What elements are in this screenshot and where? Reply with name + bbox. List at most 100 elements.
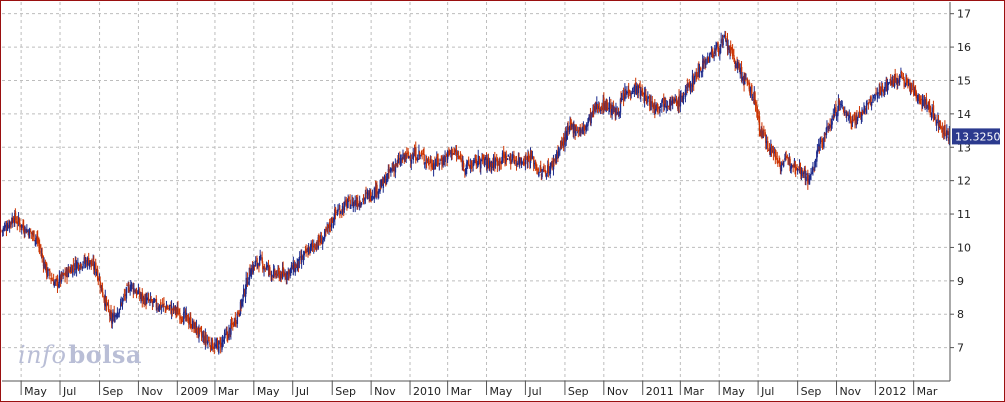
candle-body: [190, 317, 192, 328]
candle-body: [448, 149, 451, 154]
candle-body: [3, 225, 6, 230]
candle-body: [741, 77, 743, 81]
x-tick-label: Mar: [917, 385, 938, 398]
candle-body: [105, 299, 108, 307]
candle-body: [380, 179, 383, 187]
candle-body: [584, 125, 586, 130]
candle-body: [468, 165, 471, 167]
candle-body: [740, 66, 743, 79]
candle-body: [598, 107, 601, 112]
candle-body: [35, 237, 37, 241]
candle-body: [877, 92, 879, 95]
candle-body: [892, 77, 894, 80]
candle-body: [691, 75, 694, 88]
candle-body: [334, 207, 337, 214]
candle-body: [112, 313, 114, 318]
candle-body: [633, 84, 636, 92]
candle-body: [867, 103, 870, 105]
candle-body: [64, 272, 66, 277]
candle-body: [855, 115, 858, 126]
candle-body: [847, 112, 849, 116]
candle-body: [272, 276, 274, 278]
candle-body: [454, 149, 456, 152]
candle-body: [698, 67, 701, 73]
candle-body: [341, 205, 344, 215]
candle-body: [759, 130, 761, 132]
candle-body: [706, 57, 708, 64]
candle-body: [417, 158, 419, 161]
candle-body: [711, 52, 714, 54]
candle-body: [748, 82, 750, 90]
candle-body: [501, 153, 504, 162]
candle-body: [506, 158, 509, 160]
candle-body: [571, 124, 573, 127]
candle-body: [849, 116, 852, 122]
candle-body: [18, 219, 21, 223]
candle-body: [388, 169, 390, 173]
candle-body: [594, 103, 597, 109]
candle-body: [282, 267, 284, 272]
candle-body: [647, 96, 650, 98]
x-tick-label: Sep: [335, 385, 356, 398]
candle-body: [811, 171, 814, 174]
candle-body: [77, 263, 80, 269]
candle-body: [466, 161, 469, 165]
candle-body: [606, 100, 608, 108]
candle-body: [72, 265, 74, 276]
candle-body: [305, 248, 307, 254]
candle-body: [642, 91, 644, 95]
candle-body: [362, 197, 365, 201]
candle-body: [839, 101, 841, 105]
grid: [2, 2, 950, 381]
candle-body: [809, 177, 811, 180]
candle-body: [462, 162, 465, 168]
candle-body: [459, 156, 462, 158]
candle-body: [814, 159, 817, 162]
candle-body: [222, 339, 225, 342]
candle-body: [471, 166, 473, 168]
candle-body: [781, 162, 783, 166]
candle-body: [177, 307, 179, 316]
candle-body: [679, 94, 682, 107]
candle-body: [659, 105, 662, 107]
candle-body: [151, 302, 154, 304]
candle-body: [165, 307, 167, 311]
candle-body: [264, 268, 267, 270]
candle-body: [917, 94, 919, 102]
candle-body: [936, 122, 938, 126]
candle-body: [14, 211, 17, 220]
candle-body: [826, 126, 828, 130]
candle-body: [520, 162, 523, 164]
candle-body: [713, 55, 715, 57]
candle-body: [27, 230, 29, 233]
candle-body: [301, 255, 303, 263]
candle-body: [434, 161, 436, 166]
candle-body: [618, 111, 620, 117]
candle-body: [360, 202, 363, 205]
candle-body: [834, 107, 836, 114]
candle-body: [879, 89, 881, 91]
candle-body: [508, 156, 511, 159]
candle-body: [458, 155, 460, 159]
candle-body: [525, 156, 527, 158]
candle-body: [694, 74, 696, 78]
candle-body: [263, 267, 265, 271]
candle-body: [935, 119, 937, 124]
candle-body: [153, 298, 155, 303]
candle-body: [223, 332, 226, 340]
candle-body: [722, 38, 724, 46]
candle-body: [549, 167, 552, 174]
candle-body: [789, 158, 791, 166]
candle-body: [466, 162, 468, 168]
candle-body: [271, 274, 273, 277]
candle-body: [933, 115, 935, 117]
candle-body: [689, 85, 692, 92]
candle-body: [176, 310, 178, 312]
candle-body: [241, 299, 243, 307]
candle-body: [556, 151, 558, 159]
candle-body: [440, 159, 443, 161]
candle-body: [397, 157, 400, 160]
candle-body: [212, 346, 214, 349]
candle-body: [326, 226, 328, 230]
candle-body: [659, 109, 661, 112]
